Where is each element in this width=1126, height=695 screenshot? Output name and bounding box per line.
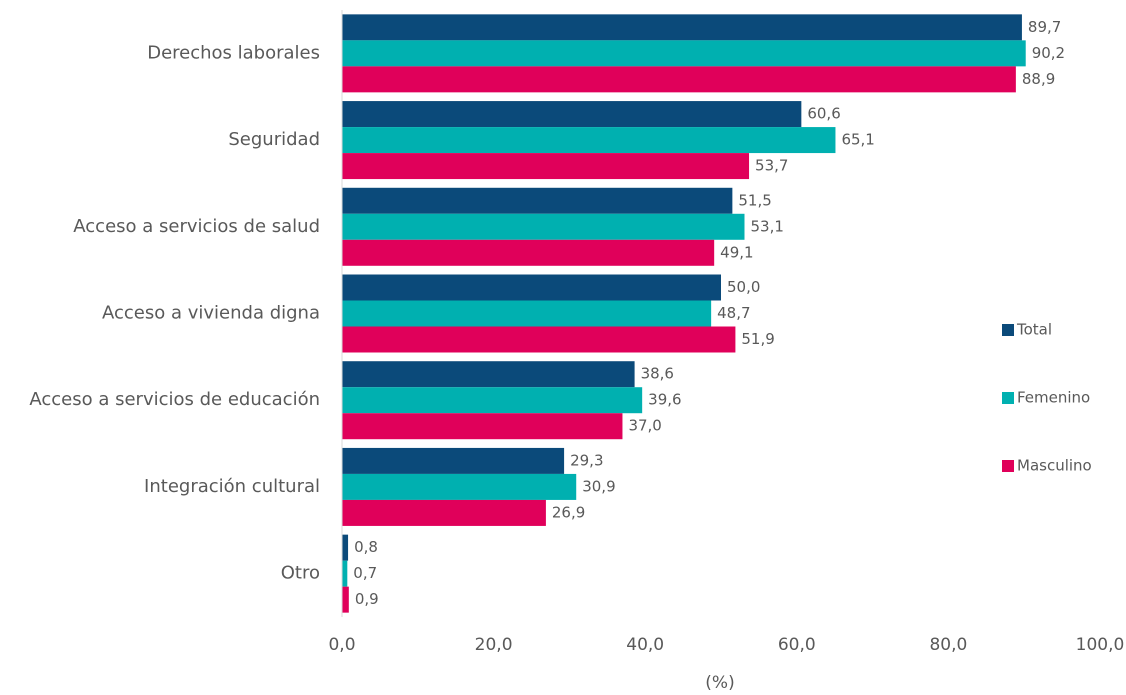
bar — [342, 447, 565, 474]
category-label: Acceso a servicios de educación — [29, 389, 320, 410]
value-label: 37,0 — [628, 417, 661, 435]
bar — [342, 153, 750, 180]
value-label: 0,7 — [353, 564, 377, 582]
value-label: 51,5 — [738, 191, 771, 209]
value-label: 29,3 — [570, 451, 603, 469]
value-label: 48,7 — [717, 304, 750, 322]
value-label: 38,6 — [641, 365, 674, 383]
value-label: 50,0 — [727, 278, 760, 296]
bar — [342, 66, 1016, 93]
bar — [342, 40, 1026, 67]
legend-label: Femenino — [1017, 389, 1090, 407]
value-label: 89,7 — [1028, 18, 1061, 36]
value-label: 88,9 — [1022, 70, 1055, 88]
value-label: 30,9 — [582, 477, 615, 495]
bar — [342, 560, 348, 587]
bar — [342, 101, 802, 128]
bar — [342, 534, 349, 561]
value-label: 65,1 — [841, 131, 874, 149]
bar — [342, 300, 712, 327]
bar — [342, 499, 546, 526]
x-tick-label: 20,0 — [475, 635, 513, 655]
legend-label: Total — [1016, 321, 1052, 339]
x-axis-label: (%) — [705, 673, 734, 693]
x-tick-label: 80,0 — [929, 635, 967, 655]
bar — [342, 413, 623, 440]
value-label: 0,9 — [355, 590, 379, 608]
value-label: 0,8 — [354, 538, 378, 556]
value-label: 49,1 — [720, 243, 753, 261]
bar — [342, 239, 715, 266]
value-label: 26,9 — [552, 503, 585, 521]
value-label: 90,2 — [1032, 44, 1065, 62]
bar — [342, 586, 349, 613]
x-tick-label: 40,0 — [626, 635, 664, 655]
legend-swatch — [1002, 460, 1014, 472]
category-label: Integración cultural — [144, 476, 320, 497]
value-label: 51,9 — [741, 330, 774, 348]
bar — [342, 473, 577, 500]
x-tick-label: 60,0 — [778, 635, 816, 655]
bar — [342, 127, 836, 154]
legend-swatch — [1002, 324, 1014, 336]
value-label: 53,7 — [755, 157, 788, 175]
bar — [342, 361, 635, 388]
category-label: Derechos laborales — [147, 42, 320, 63]
value-label: 60,6 — [807, 105, 840, 123]
value-label: 53,1 — [750, 217, 783, 235]
category-label: Seguridad — [228, 129, 320, 150]
bar — [342, 213, 745, 240]
legend-swatch — [1002, 392, 1014, 404]
value-label: 39,6 — [648, 391, 681, 409]
bar — [342, 326, 736, 353]
x-tick-label: 0,0 — [328, 635, 355, 655]
bar — [342, 14, 1022, 41]
bar — [342, 274, 721, 301]
legend-label: Masculino — [1017, 457, 1092, 475]
bar — [342, 187, 733, 214]
category-label: Otro — [281, 563, 320, 584]
bar — [342, 387, 643, 414]
category-label: Acceso a vivienda digna — [102, 303, 320, 324]
x-tick-label: 100,0 — [1076, 635, 1125, 655]
category-label: Acceso a servicios de salud — [73, 216, 320, 237]
